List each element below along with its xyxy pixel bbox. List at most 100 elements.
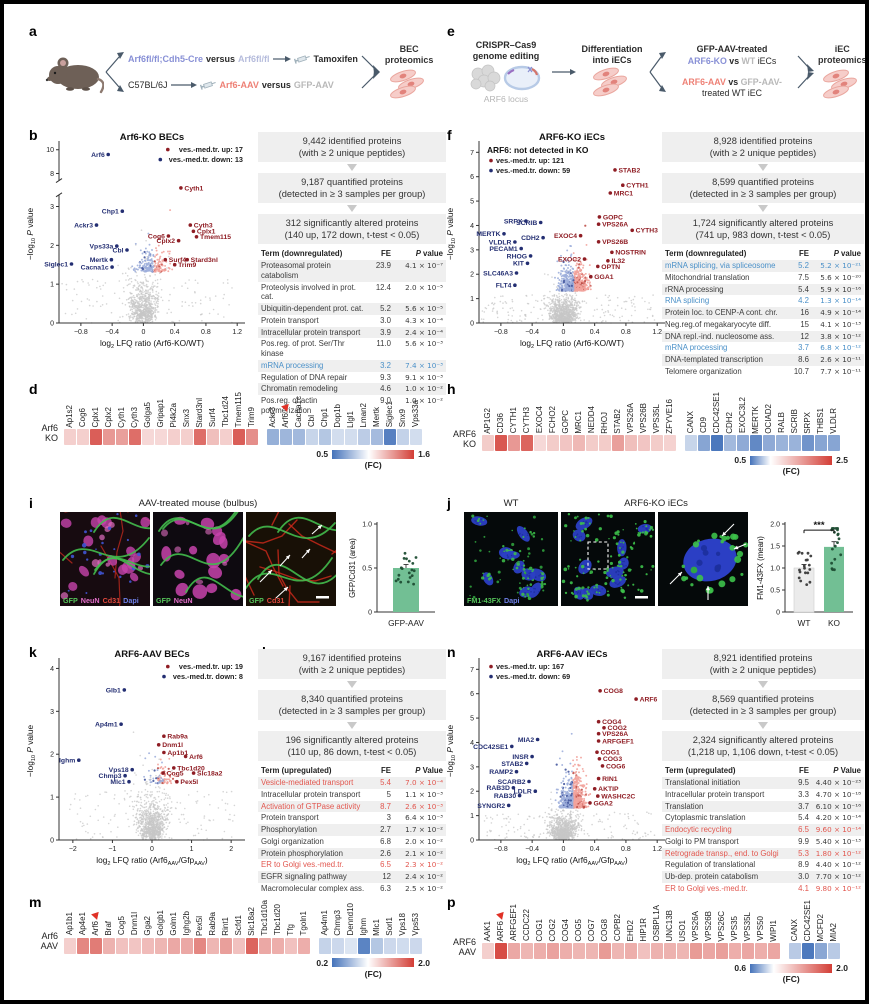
circle-mark (152, 833, 154, 835)
circle-mark (152, 291, 154, 293)
circle-mark (132, 805, 134, 808)
circle-mark (502, 307, 504, 309)
circle-mark (171, 320, 173, 323)
circle-mark (166, 809, 168, 811)
circle-mark (145, 801, 148, 804)
polygon-mark (372, 71, 380, 79)
circle-mark (153, 260, 156, 263)
circle-mark (155, 774, 157, 777)
circle-mark (132, 824, 135, 826)
circle-mark (557, 809, 559, 811)
circle-mark (549, 298, 552, 300)
circle-mark (139, 817, 141, 819)
span-mark: GFP-AAV-treated (696, 44, 768, 55)
text-mark: Glb1 (106, 687, 121, 694)
circle-mark (159, 779, 162, 782)
circle-mark (563, 284, 566, 287)
circle-mark (141, 299, 143, 302)
circle-mark (573, 826, 575, 829)
circle-mark (147, 796, 149, 799)
tspan-mark: value (445, 208, 455, 231)
circle-mark (550, 306, 552, 308)
circle-mark (146, 827, 148, 830)
circle-mark (61, 282, 63, 285)
circle-mark (168, 837, 171, 839)
circle-mark (574, 299, 576, 302)
circle-mark (148, 752, 151, 755)
circle-mark (574, 815, 577, 817)
circle-mark (146, 316, 149, 319)
circle-mark (561, 318, 564, 321)
circle-mark (568, 314, 571, 317)
circle-mark (161, 809, 164, 812)
ellipse-mark (602, 71, 610, 77)
circle-mark (560, 810, 562, 813)
circle-mark (132, 313, 135, 316)
circle-mark (644, 300, 646, 303)
circle-mark (582, 275, 584, 278)
ellipse-mark (57, 65, 99, 89)
circle-mark (155, 309, 158, 311)
span-mark: BEC (399, 43, 419, 54)
circle-mark (101, 304, 104, 306)
circle-mark (69, 808, 71, 811)
circle-mark (551, 276, 553, 278)
circle-mark (85, 795, 87, 798)
circle-mark (624, 308, 627, 311)
circle-mark (135, 309, 138, 311)
circle-mark (167, 778, 169, 781)
circle-mark (559, 309, 562, 312)
circle-mark (154, 798, 157, 800)
circle-mark (148, 833, 151, 836)
tspan-mark: −log (445, 244, 455, 260)
circle-mark (513, 283, 517, 287)
circle-mark (565, 269, 568, 272)
circle-mark (550, 315, 553, 318)
circle-mark (596, 308, 598, 311)
text-mark: GOPC (603, 214, 623, 221)
circle-mark (141, 836, 143, 839)
circle-mark (138, 315, 141, 318)
circle-mark (166, 664, 170, 669)
circle-mark (97, 805, 99, 807)
panel-e-schematic: CRISPR–Cas9 genome editing ARF6 locus Dif… (460, 26, 865, 118)
circle-mark (538, 836, 540, 838)
text-mark: Stard3nl (191, 257, 218, 264)
text-mark: ARF6: not detected in KO (487, 145, 589, 155)
circle-mark (566, 279, 569, 282)
circle-mark (576, 281, 579, 284)
circle-mark (186, 287, 189, 290)
circle-mark (148, 794, 151, 796)
circle-mark (133, 298, 136, 301)
circle-mark (621, 183, 625, 187)
circle-mark (507, 829, 510, 832)
circle-mark (525, 295, 528, 297)
circle-mark (154, 829, 157, 832)
circle-mark (144, 290, 146, 293)
circle-mark (607, 310, 609, 312)
circle-mark (568, 301, 571, 303)
circle-mark (157, 838, 160, 840)
circle-mark (146, 313, 148, 315)
circle-mark (157, 311, 160, 313)
group-arf6fl: Arf6fl/fl (238, 54, 270, 64)
circle-mark (144, 757, 147, 760)
circle-mark (554, 276, 556, 279)
circle-mark (133, 800, 136, 803)
circle-mark (93, 833, 96, 835)
circle-mark (156, 805, 159, 807)
ellipse-mark (503, 66, 541, 91)
circle-mark (562, 260, 565, 264)
circle-mark (577, 312, 579, 315)
text-mark: 3 (470, 247, 474, 254)
circle-mark (589, 281, 591, 284)
circle-mark (151, 262, 154, 265)
circle-mark (110, 830, 112, 833)
circle-mark (138, 293, 141, 296)
circle-mark (155, 297, 158, 300)
circle-mark (150, 803, 152, 806)
circle-mark (574, 270, 577, 273)
circle-mark (117, 319, 119, 322)
circle-mark (607, 837, 610, 839)
circle-mark (165, 828, 168, 831)
